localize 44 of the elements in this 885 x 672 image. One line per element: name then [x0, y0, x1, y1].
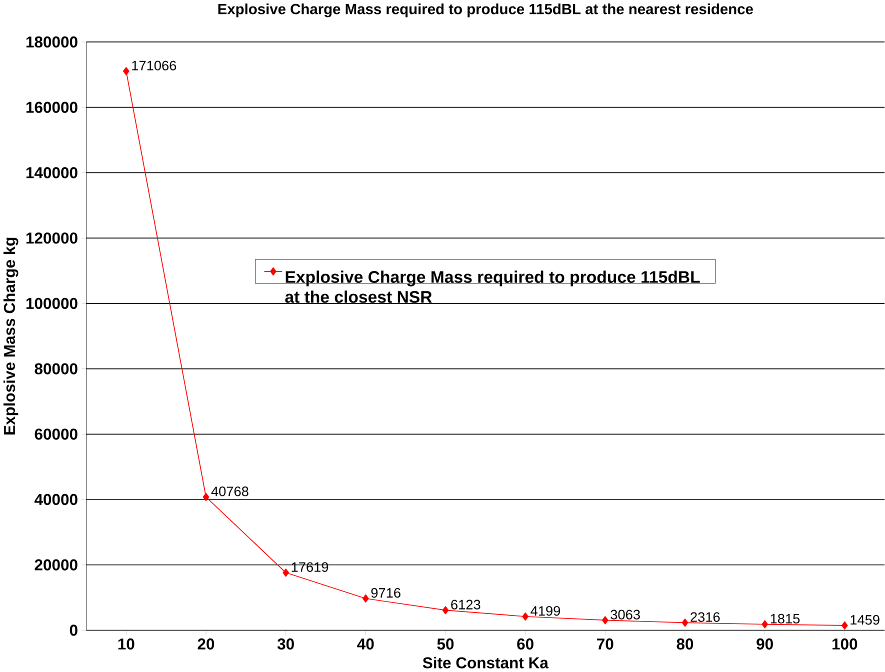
- y-axis-title: Explosive Mass Charge kg: [4, 238, 18, 434]
- data-label: 2316: [690, 612, 720, 622]
- x-tick-label: 80: [676, 638, 694, 650]
- x-tick-label: 10: [118, 638, 134, 650]
- y-tick-label: 0: [70, 624, 78, 636]
- x-tick-label: 20: [198, 638, 214, 650]
- point: [682, 618, 688, 627]
- x-tick-label: 60: [517, 638, 534, 650]
- point: [522, 612, 529, 621]
- point: [762, 620, 768, 628]
- x-tick-label: 70: [597, 638, 614, 650]
- y-tick-label: 100000: [26, 298, 78, 310]
- point: [602, 616, 608, 624]
- data-label: 1459: [850, 615, 880, 625]
- x-axis-title: Site Constant Ka: [422, 656, 549, 668]
- point: [282, 568, 290, 577]
- point: [442, 606, 449, 614]
- x-tick-label: 90: [756, 638, 773, 650]
- data-label: 40768: [211, 486, 248, 496]
- y-tick-label: 80000: [34, 363, 78, 374]
- data-label: 1815: [770, 614, 800, 624]
- y-tick-label: 60000: [34, 428, 78, 440]
- y-tick-label: 180000: [26, 36, 78, 48]
- data-label: 6123: [451, 600, 480, 610]
- chart-title: Explosive Charge Mass required to produce 115dBL at the nearest residence: [218, 4, 753, 18]
- data-label: 9716: [371, 588, 400, 598]
- y-tick-label: 120000: [26, 232, 78, 244]
- point: [841, 621, 848, 630]
- data-label: 3063: [610, 610, 640, 620]
- x-tick-label: 40: [357, 638, 374, 650]
- data-label: 171066: [132, 60, 176, 70]
- x-tick-label: 100: [832, 638, 858, 650]
- y-tick-label: 20000: [34, 559, 78, 570]
- y-tick-label: 140000: [26, 167, 78, 178]
- x-tick-label: 30: [277, 638, 294, 650]
- data-label: 4199: [530, 606, 560, 616]
- x-tick-label: 50: [437, 638, 454, 650]
- point: [122, 67, 130, 76]
- legend-label: Explosive Charge Mass required to produce 115dBL at the closest NSR: [285, 270, 700, 303]
- point: [202, 492, 210, 502]
- data-label: 17619: [292, 562, 328, 572]
- point: [362, 594, 369, 603]
- y-tick-label: 160000: [26, 102, 78, 113]
- y-tick-label: 40000: [34, 494, 78, 506]
